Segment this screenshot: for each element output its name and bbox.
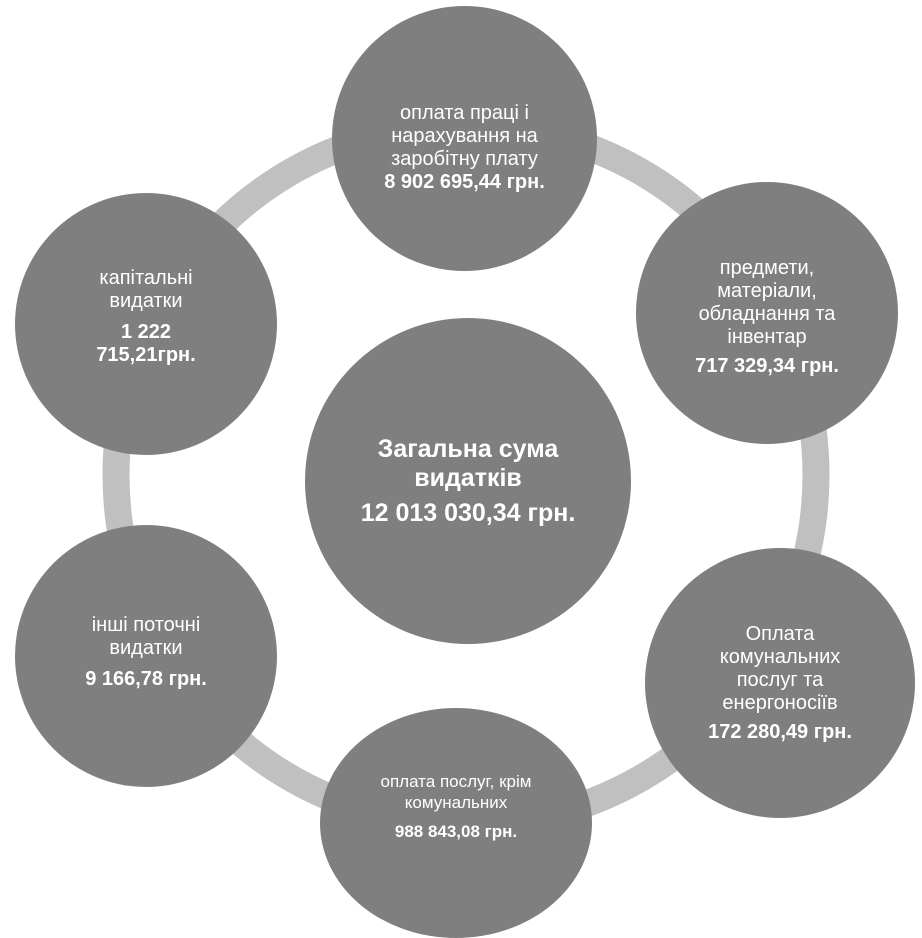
node-salaries-amount: 8 902 695,44 грн. <box>384 170 545 193</box>
node-materials-label: предмети, матеріали, обладнання та інвен… <box>698 256 836 348</box>
node-utilities-label: Оплата комунальних послуг та енергоносії… <box>719 622 841 714</box>
node-materials-amount: 717 329,34 грн. <box>695 354 839 377</box>
node-other-current-amount: 9 166,78 грн. <box>85 667 207 690</box>
node-services-amount: 988 843,08 грн. <box>394 822 518 841</box>
node-utilities-amount: 172 280,49 грн. <box>708 720 852 743</box>
center-amount: 12 013 030,34 грн. <box>360 498 576 527</box>
node-services-label: оплата послуг, крім комунальних <box>380 772 532 812</box>
node-other-current-label: інші поточні видатки <box>91 613 201 659</box>
total-expenses-circle: Загальна сума видатків 12 013 030,34 грн… <box>305 318 631 644</box>
node-capital-amount: 1 222 715,21грн. <box>96 321 196 366</box>
node-materials: предмети, матеріали, обладнання та інвен… <box>636 182 898 444</box>
center-label: Загальна сума видатків <box>377 434 559 492</box>
node-salaries-label: оплата праці і нарахування на заробітну … <box>391 101 538 170</box>
node-capital-label: капітальні видатки <box>99 267 193 312</box>
node-utilities: Оплата комунальних послуг та енергоносії… <box>645 548 915 818</box>
node-capital: капітальні видатки 1 222 715,21грн. <box>15 193 277 455</box>
node-salaries: оплата праці і нарахування на заробітну … <box>332 6 597 271</box>
node-other-current: інші поточні видатки 9 166,78 грн. <box>15 525 277 787</box>
node-services: оплата послуг, крім комунальних 988 843,… <box>320 708 592 938</box>
